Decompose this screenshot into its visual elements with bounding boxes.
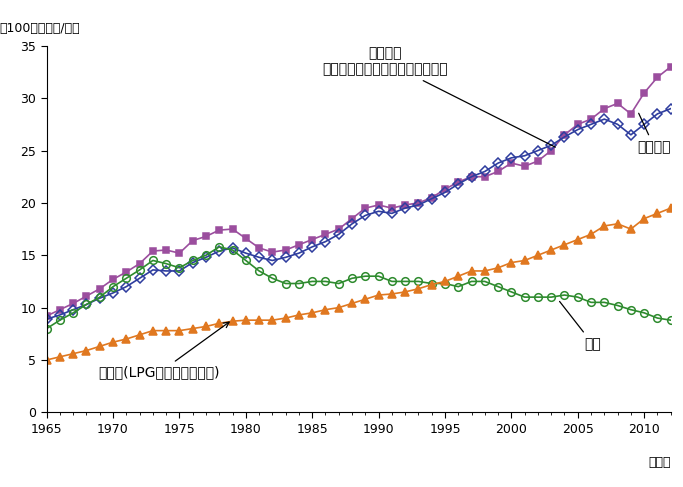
Text: （100万バレル/日）: （100万バレル/日） [0,22,81,35]
Text: 中間留分
（灯油、軽油、ジェット燃料等）: 中間留分 （灯油、軽油、ジェット燃料等） [322,46,555,147]
Text: その他(LPG、石油系ガス等): その他(LPG、石油系ガス等) [99,322,229,379]
Text: ガソリン: ガソリン [637,113,671,154]
Text: 重油: 重油 [559,301,601,351]
Text: （年）: （年） [648,456,671,469]
